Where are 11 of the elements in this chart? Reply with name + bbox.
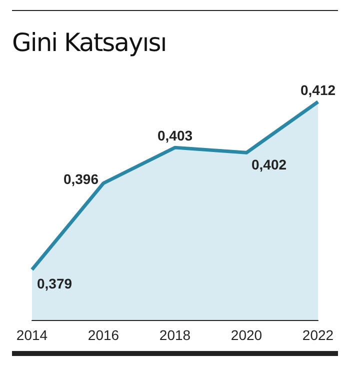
data-label: 0,403 (157, 128, 193, 144)
chart-title: Gini Katsayısı (12, 28, 166, 57)
data-label: 0,379 (37, 276, 72, 292)
data-label: 0,396 (63, 171, 99, 188)
data-label: 0,402 (252, 156, 287, 173)
x-tick-label: 2018 (159, 327, 191, 343)
x-tick-label: 2020 (230, 327, 262, 343)
x-tick-label: 2014 (16, 327, 48, 343)
data-label: 0,412 (300, 82, 336, 98)
x-tick-label: 2016 (88, 327, 120, 343)
x-tick-label: 2022 (302, 327, 334, 343)
